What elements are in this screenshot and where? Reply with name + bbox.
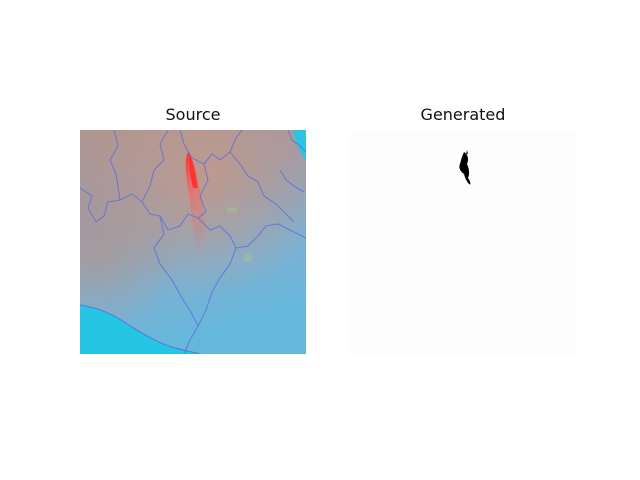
- generated-image: [350, 130, 576, 354]
- administrative-borders: [80, 130, 306, 354]
- source-image: [80, 130, 306, 354]
- sea-area: [80, 305, 200, 354]
- coastline: [80, 304, 201, 354]
- detected-plume-mask: [459, 152, 471, 185]
- generated-image-canvas: [350, 130, 576, 354]
- source-panel-title: Source: [165, 105, 221, 124]
- generated-panel-title: Generated: [420, 105, 506, 124]
- red-plume: [185, 152, 207, 270]
- source-image-canvas: [80, 130, 306, 354]
